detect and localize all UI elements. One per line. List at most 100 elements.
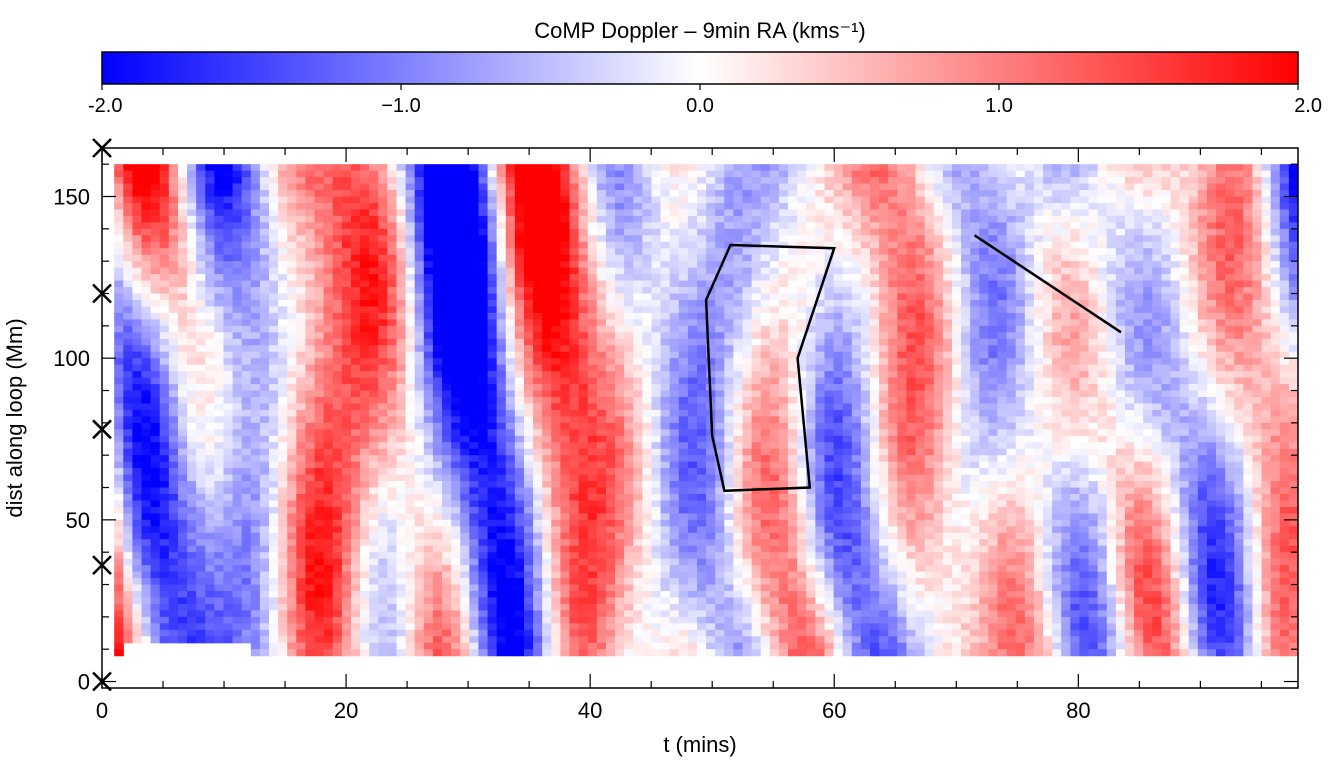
heatmap-cell <box>323 474 334 482</box>
heatmap-cell <box>196 351 206 359</box>
heatmap-cell <box>223 312 234 320</box>
heatmap-cell <box>150 526 161 534</box>
heatmap-cell <box>660 228 671 236</box>
heatmap-cell <box>214 616 225 624</box>
heatmap-cell <box>269 526 279 534</box>
heatmap-cell <box>360 396 370 405</box>
heatmap-cell <box>323 235 334 243</box>
heatmap-cell <box>514 170 525 178</box>
heatmap-cell <box>287 228 297 236</box>
heatmap-cell <box>505 396 516 405</box>
heatmap-cell <box>678 254 689 262</box>
heatmap-cell <box>360 616 370 624</box>
heatmap-cell <box>505 616 516 624</box>
heatmap-cell <box>405 597 416 605</box>
heatmap-cell <box>414 597 425 605</box>
heatmap-cell <box>114 170 124 178</box>
heatmap-cell <box>369 558 379 566</box>
heatmap-cell <box>687 209 698 217</box>
heatmap-cell <box>478 190 489 198</box>
heatmap-cell <box>414 241 425 249</box>
heatmap-cell <box>423 396 434 405</box>
heatmap-cell <box>177 384 188 392</box>
heatmap-cell <box>269 338 279 346</box>
heatmap-cell <box>587 455 598 463</box>
heatmap-cell <box>405 429 416 437</box>
heatmap-cell <box>396 578 407 586</box>
heatmap-cell <box>542 558 552 566</box>
heatmap-cell <box>168 371 179 379</box>
heatmap-cell <box>442 597 452 605</box>
heatmap-cell <box>269 545 279 553</box>
heatmap-cell <box>469 280 480 288</box>
heatmap-cell <box>278 565 288 573</box>
heatmap-cell <box>569 513 580 521</box>
heatmap-cell <box>414 487 425 495</box>
heatmap-cell <box>551 623 562 631</box>
heatmap-cell <box>114 578 124 586</box>
heatmap-cell <box>642 429 653 437</box>
heatmap-cell <box>278 248 288 256</box>
heatmap-cell <box>706 455 716 463</box>
heatmap-cell <box>369 468 379 476</box>
heatmap-cell <box>378 506 388 514</box>
heatmap-cell <box>278 552 288 560</box>
heatmap-cell <box>387 506 398 514</box>
heatmap-cell <box>296 345 307 353</box>
heatmap-cell <box>624 649 634 657</box>
heatmap-cell <box>205 532 215 540</box>
heatmap-cell <box>451 429 461 437</box>
heatmap-cell <box>241 455 252 463</box>
heatmap-cell <box>560 371 571 379</box>
heatmap-cell <box>159 616 170 624</box>
heatmap-cell <box>660 248 671 256</box>
heatmap-cell <box>542 190 552 198</box>
heatmap-cell <box>369 261 379 269</box>
heatmap-cell <box>296 539 307 547</box>
heatmap-cell <box>259 280 270 288</box>
heatmap-cell <box>514 552 525 560</box>
heatmap-cell <box>114 565 124 573</box>
heatmap-cell <box>651 358 662 366</box>
heatmap-cell <box>423 267 434 275</box>
heatmap-cell <box>350 293 361 301</box>
heatmap-cell <box>114 545 124 553</box>
heatmap-cell <box>569 552 580 560</box>
heatmap-cell <box>177 506 188 514</box>
heatmap-cell <box>396 183 407 191</box>
heatmap-cell <box>560 390 571 398</box>
heatmap-cell <box>196 209 206 217</box>
heatmap-cell <box>296 642 307 650</box>
heatmap-cell <box>177 468 188 476</box>
heatmap-cell <box>168 177 179 185</box>
heatmap-cell <box>223 565 234 573</box>
heatmap-cell <box>442 545 452 553</box>
heatmap-cell <box>332 649 343 657</box>
heatmap-cell <box>460 274 470 282</box>
heatmap-cell <box>405 248 416 256</box>
heatmap-cell <box>314 623 325 631</box>
heatmap-cell <box>305 578 316 586</box>
heatmap-cell <box>205 500 215 508</box>
heatmap-cell <box>278 532 288 540</box>
heatmap-cell <box>132 170 143 178</box>
heatmap-cell <box>378 481 388 489</box>
heatmap-cell <box>560 461 571 469</box>
heatmap-cell <box>569 461 580 469</box>
heatmap-cell <box>369 196 379 204</box>
heatmap-cell <box>241 312 252 320</box>
heatmap-cell <box>405 390 416 398</box>
heatmap-cell <box>114 319 124 327</box>
heatmap-cell <box>596 190 607 198</box>
heatmap-cell <box>605 358 616 366</box>
heatmap-cell <box>387 190 398 198</box>
heatmap-cell <box>551 487 562 495</box>
heatmap-cell <box>360 248 370 256</box>
heatmap-cell <box>596 610 607 618</box>
heatmap-cell <box>633 442 643 450</box>
heatmap-cell <box>360 345 370 353</box>
heatmap-cell <box>660 177 671 185</box>
heatmap-cell <box>697 183 707 191</box>
heatmap-cell <box>278 416 288 424</box>
heatmap-cell <box>596 358 607 366</box>
